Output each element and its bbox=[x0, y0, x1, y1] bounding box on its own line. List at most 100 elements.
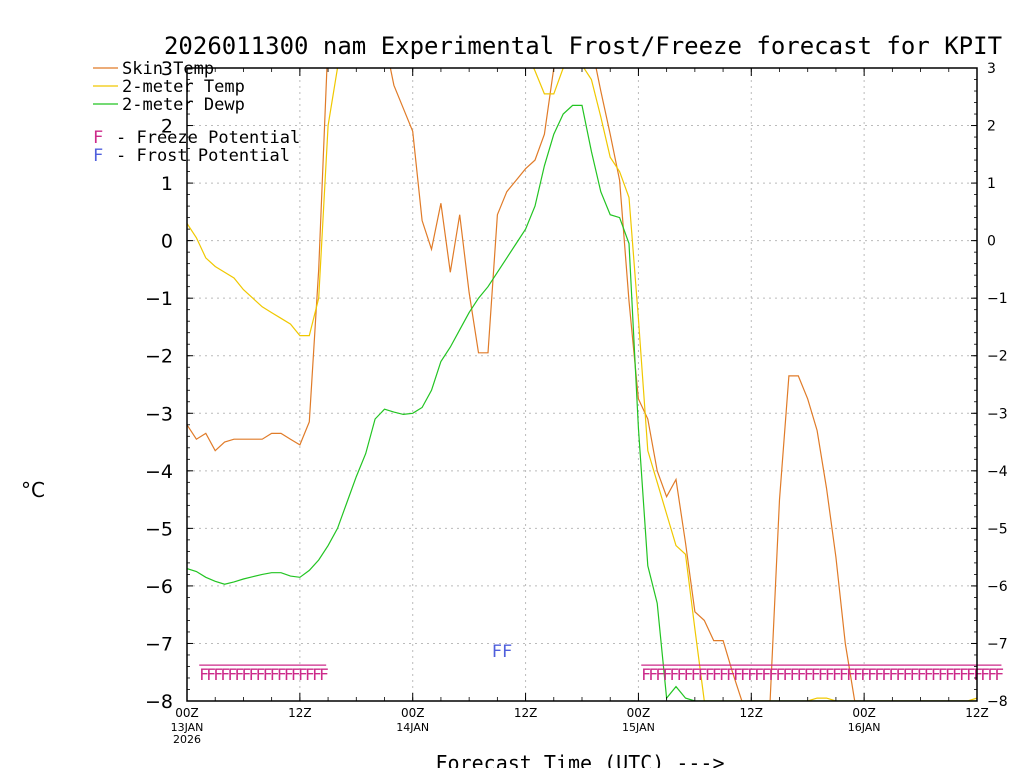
series-line-2m-temp bbox=[187, 68, 977, 701]
freeze-potential-marker: F bbox=[973, 665, 983, 684]
x-tick-label: 00Z bbox=[627, 706, 651, 720]
freeze-potential-marker: F bbox=[277, 665, 287, 684]
frost-potential-marker: FF bbox=[492, 642, 512, 662]
x-tick-sublabel: 15JAN bbox=[622, 721, 655, 734]
freeze-potential-marker: F bbox=[987, 665, 997, 684]
freeze-potential-marker: F bbox=[199, 665, 209, 684]
freeze-potential-marker: F bbox=[698, 665, 708, 684]
x-tick-label: 12Z bbox=[288, 706, 312, 720]
freeze-potential-marker: F bbox=[888, 665, 898, 684]
y-tick-label-right: −6 bbox=[987, 579, 1008, 595]
freeze-potential-marker: F bbox=[966, 665, 976, 684]
freeze-potential-marker: F bbox=[768, 665, 778, 684]
freeze-potential-marker: F bbox=[903, 665, 913, 684]
y-tick-label-right: −8 bbox=[987, 694, 1008, 710]
potential-legend-glyph: F bbox=[93, 146, 103, 166]
legend-label: 2-meter Temp bbox=[122, 77, 245, 97]
freeze-potential-row-2: FFFFFFFFFFFFFFFFFFFFFFFFFFFFFFFFFFFFFFFF… bbox=[641, 664, 1004, 684]
x-tick-label: 12Z bbox=[740, 706, 764, 720]
y-tick-label-left: −7 bbox=[145, 633, 173, 655]
freeze-potential-marker: F bbox=[881, 665, 891, 684]
x-tick-sublabel: 2026 bbox=[173, 733, 201, 746]
x-tick-label: 00Z bbox=[401, 706, 425, 720]
freeze-potential-marker: F bbox=[641, 665, 651, 684]
freeze-potential-marker: F bbox=[691, 665, 701, 684]
y-tick-label-right: −1 bbox=[987, 291, 1008, 307]
freeze-potential-marker: F bbox=[797, 665, 807, 684]
freeze-potential-marker: F bbox=[655, 665, 665, 684]
chart-title: 2026011300 nam Experimental Frost/Freeze… bbox=[164, 32, 1002, 60]
y-tick-label-left: −3 bbox=[145, 403, 173, 425]
freeze-potential-marker: F bbox=[270, 665, 280, 684]
potential-legend-glyph: F bbox=[93, 128, 103, 148]
x-tick-sublabel: 16JAN bbox=[848, 721, 881, 734]
freeze-potential-marker: F bbox=[648, 665, 658, 684]
y-tick-label-left: 3 bbox=[161, 58, 173, 80]
x-tick-label: 00Z bbox=[175, 706, 199, 720]
x-tick-label: 00Z bbox=[852, 706, 876, 720]
y-tick-label-right: 1 bbox=[987, 176, 996, 192]
potential-legend-label: - Freeze Potential bbox=[116, 128, 300, 148]
y-tick-label-right: 2 bbox=[987, 119, 996, 135]
freeze-potential-marker: F bbox=[747, 665, 757, 684]
freeze-potential-marker: F bbox=[213, 665, 223, 684]
series-lines bbox=[187, 68, 977, 701]
freeze-potential-marker: F bbox=[959, 665, 969, 684]
freeze-potential-marker: F bbox=[263, 665, 273, 684]
freeze-potential-marker: F bbox=[994, 665, 1004, 684]
y-tick-label-right: −4 bbox=[987, 464, 1008, 480]
freeze-potential-marker: F bbox=[242, 665, 252, 684]
freeze-potential-marker: F bbox=[670, 665, 680, 684]
freeze-potential-marker: F bbox=[312, 665, 322, 684]
freeze-potential-marker: F bbox=[896, 665, 906, 684]
freeze-potential-marker: F bbox=[910, 665, 920, 684]
freeze-potential-marker: F bbox=[740, 665, 750, 684]
y-tick-label-left: −1 bbox=[145, 288, 173, 310]
x-tick-label: 12Z bbox=[965, 706, 989, 720]
y-tick-label-right: −3 bbox=[987, 406, 1008, 422]
y-axis-label: °C bbox=[21, 478, 45, 502]
freeze-potential-marker: F bbox=[677, 665, 687, 684]
y-tick-label-right: 3 bbox=[987, 61, 996, 77]
freeze-potential-marker: F bbox=[256, 665, 266, 684]
freeze-potential-marker: F bbox=[712, 665, 722, 684]
freeze-potential-marker: F bbox=[917, 665, 927, 684]
freeze-potential-marker: F bbox=[249, 665, 259, 684]
freeze-potential-marker: F bbox=[874, 665, 884, 684]
legend-label: 2-meter Dewp bbox=[122, 95, 245, 115]
series-line-skin-temp bbox=[187, 68, 977, 701]
freeze-potential-marker: F bbox=[705, 665, 715, 684]
freeze-potential-marker: F bbox=[945, 665, 955, 684]
freeze-potential-marker: F bbox=[754, 665, 764, 684]
freeze-potential-marker: F bbox=[832, 665, 842, 684]
potential-legend-label: - Frost Potential bbox=[116, 146, 290, 166]
axis-ticks: −8 −8 −7 −7 −6 −6 −5 −5 −4 −4 −3 −3 −2 −2 −1 −1 0 0 1 1 2 2 3 3… bbox=[145, 58, 1008, 746]
freeze-potential-marker: F bbox=[719, 665, 729, 684]
freeze-potential-marker: F bbox=[818, 665, 828, 684]
y-tick-label-left: −5 bbox=[145, 518, 173, 540]
freeze-potential-marker: F bbox=[839, 665, 849, 684]
freeze-potential-marker: F bbox=[319, 665, 329, 684]
freeze-potential-marker: F bbox=[811, 665, 821, 684]
y-tick-label-left: −8 bbox=[145, 691, 173, 713]
x-tick-label: 12Z bbox=[514, 706, 538, 720]
freeze-potential-marker: F bbox=[853, 665, 863, 684]
freeze-potential-marker: F bbox=[761, 665, 771, 684]
freeze-potential-marker: F bbox=[726, 665, 736, 684]
y-tick-label-left: 2 bbox=[161, 116, 173, 138]
freeze-potential-marker: F bbox=[775, 665, 785, 684]
freeze-potential-marker: F bbox=[206, 665, 216, 684]
freeze-potential-marker: F bbox=[804, 665, 814, 684]
y-tick-label-left: −2 bbox=[145, 346, 173, 368]
freeze-potential-marker: F bbox=[284, 665, 294, 684]
potential-markers: FFFFFFFFFFFFFFFFFFFFFFFFFFFFFFFFFFFFFFFF… bbox=[199, 642, 1004, 684]
x-tick-sublabel: 13JAN bbox=[171, 721, 204, 734]
y-tick-label-right: 0 bbox=[987, 234, 996, 250]
y-tick-label-left: −6 bbox=[145, 576, 173, 598]
freeze-potential-marker: F bbox=[980, 665, 990, 684]
freeze-potential-marker: F bbox=[952, 665, 962, 684]
freeze-potential-marker: F bbox=[846, 665, 856, 684]
